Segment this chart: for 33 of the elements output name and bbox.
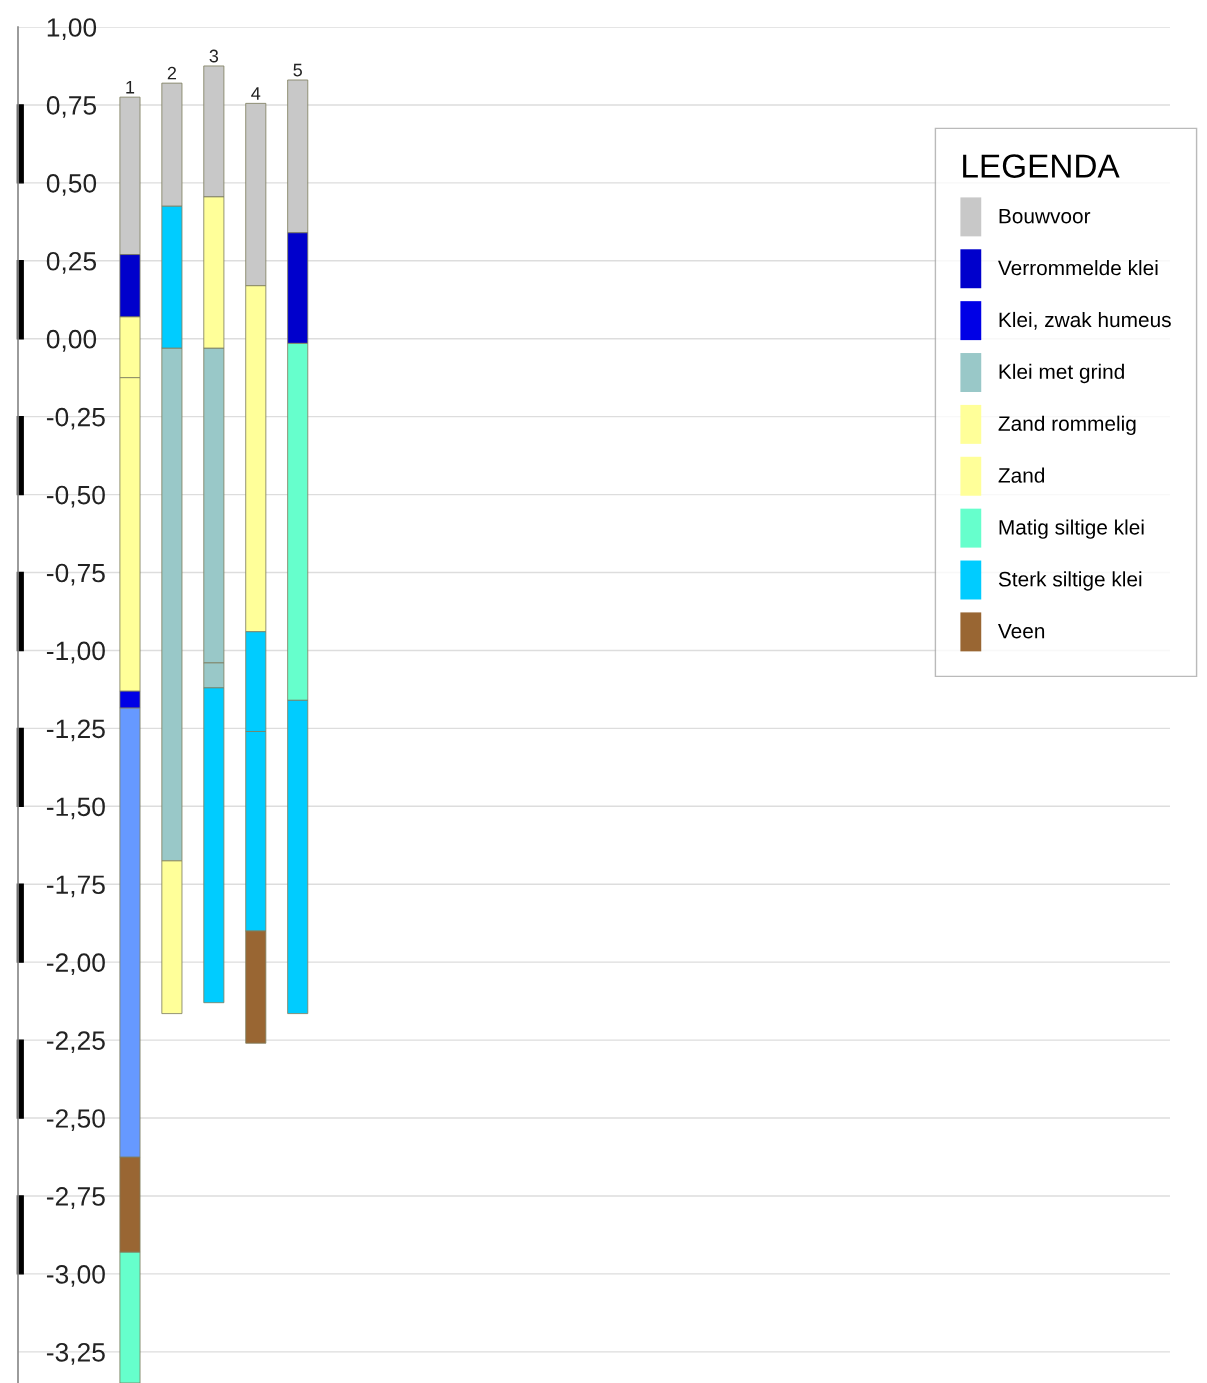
x-tick-label: 2 — [167, 66, 177, 80]
legend-title: LEGENDA — [963, 154, 1120, 178]
x-tick-label: 3 — [209, 49, 219, 63]
y-tick-label: -3,25 — [46, 1342, 105, 1365]
y-tick-label: -3,00 — [46, 1265, 105, 1287]
y-tick-label: -0,25 — [46, 407, 105, 430]
legend-label: Veen — [998, 623, 1045, 639]
y-tick-label: -2,75 — [46, 1187, 105, 1209]
legend-label: Zand rommelig — [998, 415, 1136, 436]
y-tick-label: -2,50 — [46, 1109, 105, 1131]
y-tick-label: 1,00 — [47, 18, 97, 40]
x-tick-label: 5 — [293, 63, 302, 77]
y-tick-label: -1,25 — [46, 719, 105, 742]
y-tick-label: -0,75 — [46, 563, 105, 586]
y-tick-label: 0,75 — [46, 96, 97, 118]
legend-label: Verrommelde klei — [998, 260, 1158, 276]
y-tick-label: 0,00 — [46, 329, 97, 352]
legend-label: Sterk siltige klei — [998, 571, 1142, 591]
y-tick-label: -2,25 — [46, 1031, 105, 1054]
legend-label: Klei, zwak humeus — [999, 311, 1171, 330]
y-tick-label: -1,00 — [46, 641, 105, 664]
legend-label: Matig siltige klei — [999, 519, 1144, 539]
legend-label: Zand — [998, 467, 1045, 483]
x-tick-label: 4 — [251, 87, 261, 100]
y-tick-label: -1,75 — [46, 875, 105, 898]
legend-label: Bouwvoor — [999, 208, 1091, 224]
x-tick-label: 1 — [126, 80, 135, 94]
y-tick-label: 0,50 — [46, 174, 97, 196]
y-tick-label: 0,25 — [46, 251, 97, 274]
y-tick-label: -0,50 — [46, 485, 105, 508]
legend-label: Klei met grind — [999, 363, 1124, 384]
y-tick-label: -1,50 — [46, 797, 105, 820]
y-tick-label: -2,00 — [46, 953, 105, 976]
